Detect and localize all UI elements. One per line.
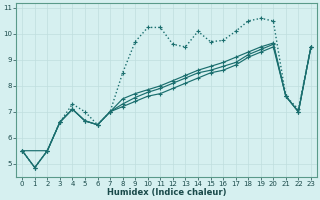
X-axis label: Humidex (Indice chaleur): Humidex (Indice chaleur) [107,188,226,197]
